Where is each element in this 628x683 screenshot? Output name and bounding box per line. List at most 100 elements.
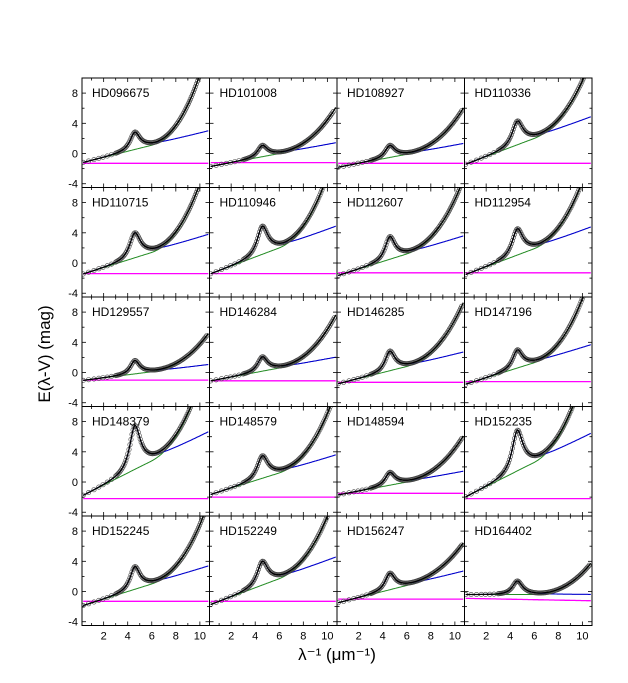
curves [464, 78, 592, 167]
observed-point [580, 297, 586, 300]
ticks [337, 187, 465, 297]
far-uv-rise-curve [210, 314, 337, 382]
star-name-label: HD147196 [475, 305, 533, 319]
y-tick-label: 0 [72, 587, 78, 599]
observed-points [82, 333, 210, 383]
observed-point [191, 86, 197, 92]
x-tick-label: 10 [449, 631, 461, 643]
observed-point [510, 354, 516, 360]
observed-point [328, 507, 332, 511]
observed-point [232, 592, 238, 598]
star-name-label: HD112954 [475, 196, 532, 210]
y-tick-label: -4 [68, 288, 78, 300]
observed-point [192, 192, 198, 198]
star-name-label: HD152245 [92, 524, 150, 538]
ticks [209, 406, 337, 516]
observed-point [478, 155, 484, 161]
observed-point [569, 406, 575, 412]
observed-point [189, 199, 195, 205]
observed-point [328, 165, 332, 169]
observed-point [363, 373, 369, 379]
ticks [464, 78, 592, 188]
observed-point [263, 227, 269, 233]
curves [464, 166, 591, 277]
observed-point [509, 238, 515, 244]
observed-point [128, 572, 134, 578]
observed-point [509, 129, 515, 135]
observed-point [487, 373, 493, 379]
observed-point [322, 183, 326, 187]
observed-point [451, 197, 457, 203]
observed-point [487, 152, 493, 158]
observed-point [195, 387, 199, 391]
panel-hd129557: -4 0 4 8 HD129557 [68, 296, 210, 410]
star-name-label: HD112607 [347, 196, 404, 210]
star-name-label: HD148594 [347, 415, 405, 429]
observed-point [567, 410, 573, 416]
observed-point [236, 482, 242, 488]
observed-point [223, 595, 229, 601]
observed-point [255, 460, 261, 466]
observed-point [384, 239, 390, 245]
observed-point [129, 235, 135, 241]
star-name-label: HD110715 [92, 196, 149, 210]
observed-point [491, 260, 497, 266]
observed-point [82, 603, 86, 608]
panel-hd101008: HD101008 [209, 77, 338, 188]
observed-point [256, 457, 262, 463]
observed-point [190, 89, 196, 95]
observed-point [109, 593, 115, 599]
curves [209, 165, 336, 277]
observed-point [315, 197, 321, 203]
observed-point [575, 306, 581, 312]
observed-point [504, 462, 510, 468]
x-tick-label: 10 [576, 631, 588, 643]
observed-point [382, 245, 388, 251]
curves [209, 406, 336, 498]
observed-point [254, 239, 260, 245]
observed-point [191, 194, 197, 200]
observed-point [213, 269, 219, 275]
star-name-label: HD152249 [220, 524, 278, 538]
observed-point [325, 409, 331, 415]
y-axis-title: E(λ-V) (mag) [35, 305, 54, 402]
observed-points [209, 406, 333, 497]
observed-point [209, 492, 214, 497]
star-name-label: HD156247 [347, 524, 405, 538]
observed-point [383, 355, 389, 361]
observed-point [457, 187, 463, 192]
observed-point [204, 53, 208, 57]
observed-point [109, 476, 115, 482]
observed-point [383, 576, 389, 582]
curves [464, 562, 592, 602]
observed-point [508, 241, 514, 247]
far-uv-rise-curve [338, 435, 464, 496]
ticks [82, 516, 210, 626]
observed-point [572, 401, 576, 405]
observed-point [100, 264, 106, 270]
observed-point [491, 150, 497, 156]
star-name-label: HD146285 [347, 305, 405, 319]
total-fit-curve [82, 406, 192, 496]
observed-point [584, 169, 588, 173]
observed-point [126, 577, 132, 583]
y-tick-label: -4 [68, 179, 78, 191]
x-tick-label: 6 [276, 631, 282, 643]
total-fit-curve [210, 187, 324, 275]
observed-point [337, 273, 341, 278]
observed-point [482, 483, 488, 489]
observed-point [468, 269, 474, 275]
observed-point [577, 301, 583, 307]
observed-point [459, 108, 465, 114]
total-fit-curve [465, 406, 574, 498]
observed-point [204, 508, 208, 512]
observed-point [316, 195, 322, 201]
observed-point [384, 353, 390, 359]
observed-point [585, 166, 589, 170]
observed-point [86, 269, 92, 275]
observed-point [464, 161, 469, 167]
observed-point [330, 502, 334, 506]
total-fit-curve [83, 333, 209, 382]
far-uv-rise-curve [338, 187, 461, 276]
